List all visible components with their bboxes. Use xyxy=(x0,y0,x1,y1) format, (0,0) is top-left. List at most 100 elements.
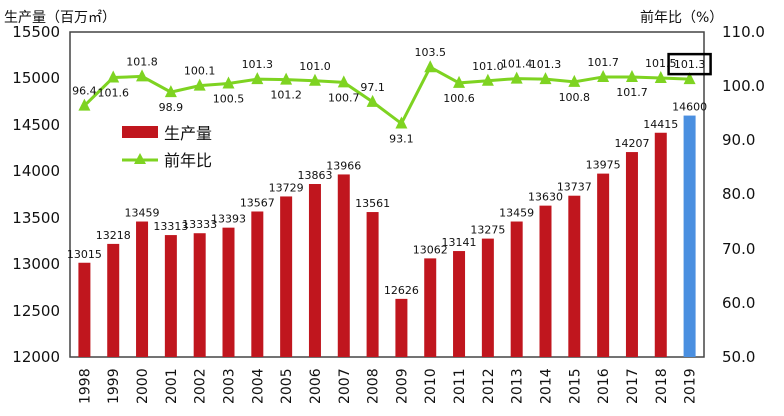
line-value-label: 101.3 xyxy=(674,58,706,71)
bar xyxy=(568,195,581,357)
x-tick-label: 2017 xyxy=(625,368,641,404)
series-line xyxy=(83,65,690,126)
line-point xyxy=(683,72,696,85)
bar xyxy=(453,251,466,357)
line-point xyxy=(222,76,235,89)
x-tick-label: 2018 xyxy=(654,368,670,404)
line-value-label: 101.6 xyxy=(97,87,129,100)
line-value-label: 93.1 xyxy=(389,133,414,146)
legend-marker-triangle xyxy=(134,153,146,164)
bar-value-label: 13275 xyxy=(470,224,505,237)
right-tick: 80.0 xyxy=(722,185,755,203)
line-point xyxy=(568,74,581,87)
x-tick-label: 2002 xyxy=(193,368,209,404)
bar-value-label: 13630 xyxy=(528,191,563,204)
bar-value-label: 13459 xyxy=(125,207,160,220)
line-value-label: 100.7 xyxy=(328,91,360,104)
line-point xyxy=(337,75,350,88)
line-value-label: 101.5 xyxy=(645,57,677,70)
bar-value-label: 13729 xyxy=(269,181,304,194)
bar-value-label: 14415 xyxy=(643,118,678,131)
line-value-label: 98.9 xyxy=(159,101,184,114)
left-tick: 12500 xyxy=(12,302,60,320)
line-value-label: 101.8 xyxy=(126,55,158,68)
bar-value-label: 14207 xyxy=(614,137,649,150)
x-tick-label: 2001 xyxy=(164,368,180,404)
bar xyxy=(222,227,235,357)
highlight-box xyxy=(667,52,712,76)
right-tick: 110.0 xyxy=(722,23,765,41)
line-point xyxy=(280,72,293,85)
bar-value-label: 13333 xyxy=(182,218,217,231)
right-tick: 50.0 xyxy=(722,348,755,366)
line-point xyxy=(510,71,523,84)
line-point xyxy=(107,70,120,83)
x-tick-label: 2004 xyxy=(250,368,266,404)
labels-layer: 1301513218134591331313333133931356713729… xyxy=(67,46,712,297)
line-value-label: 100.8 xyxy=(559,91,591,104)
line-point xyxy=(308,73,321,86)
line-point xyxy=(78,98,91,111)
line-value-label: 100.1 xyxy=(184,65,216,78)
bar-value-label: 13975 xyxy=(586,159,621,172)
line-value-label: 101.7 xyxy=(587,56,619,69)
bar xyxy=(193,233,206,357)
x-tick-label: 2000 xyxy=(135,368,151,404)
line-value-label: 100.5 xyxy=(213,92,245,105)
line-point xyxy=(136,69,149,82)
x-axis-ticks: 1998 1999 2000 2001 2002 2003 2004 2005 2006 2007… xyxy=(77,368,698,404)
left-tick: 14500 xyxy=(12,116,60,134)
left-tick: 13500 xyxy=(12,209,60,227)
right-tick: 100.0 xyxy=(722,77,765,95)
right-tick: 60.0 xyxy=(722,294,755,312)
bar xyxy=(625,152,638,357)
line-point xyxy=(539,72,552,85)
legend-label-bar: 生产量 xyxy=(164,124,212,143)
bar xyxy=(424,258,437,357)
line-point xyxy=(164,85,177,98)
bar xyxy=(337,174,350,357)
x-tick-label: 2005 xyxy=(279,368,295,404)
line-point xyxy=(251,72,264,85)
bar xyxy=(107,243,120,357)
line-value-label: 101.7 xyxy=(616,86,648,99)
bar-value-label: 13062 xyxy=(413,243,448,256)
bar-value-label: 13218 xyxy=(96,229,131,242)
bar-value-label: 13459 xyxy=(499,207,534,220)
line-value-label: 101.0 xyxy=(472,60,504,73)
bar xyxy=(683,115,696,357)
x-tick-label: 1999 xyxy=(106,368,122,404)
bar xyxy=(308,184,321,357)
line-point xyxy=(424,60,437,73)
left-tick: 15500 xyxy=(12,23,60,41)
x-tick-label: 2006 xyxy=(308,368,324,404)
bar-value-label: 14600 xyxy=(672,101,707,114)
line-point xyxy=(453,75,466,88)
right-axis-title: 前年比（%） xyxy=(640,9,723,26)
x-tick-label: 2015 xyxy=(567,368,583,404)
line-value-label: 96.4 xyxy=(72,85,97,98)
bar xyxy=(395,298,408,357)
bar xyxy=(539,205,552,357)
bar-value-label: 13966 xyxy=(326,159,361,172)
x-tick-label: 2011 xyxy=(452,368,468,404)
line-point xyxy=(395,116,408,129)
line-point xyxy=(654,71,667,84)
line-value-label: 101.3 xyxy=(530,58,562,71)
bar xyxy=(481,238,494,357)
x-tick-label: 2014 xyxy=(539,368,555,404)
line-value-label: 101.3 xyxy=(242,58,274,71)
bar xyxy=(251,211,264,357)
bar xyxy=(164,235,177,357)
line-point xyxy=(481,73,494,86)
bar xyxy=(366,212,379,357)
bar-value-label: 13015 xyxy=(67,248,102,261)
bars-layer xyxy=(78,115,696,357)
x-tick-label: 2010 xyxy=(423,368,439,404)
line-value-label: 103.5 xyxy=(414,46,446,59)
left-tick: 14000 xyxy=(12,162,60,180)
x-tick-label: 2009 xyxy=(394,368,410,404)
bar-value-label: 13561 xyxy=(355,197,390,210)
